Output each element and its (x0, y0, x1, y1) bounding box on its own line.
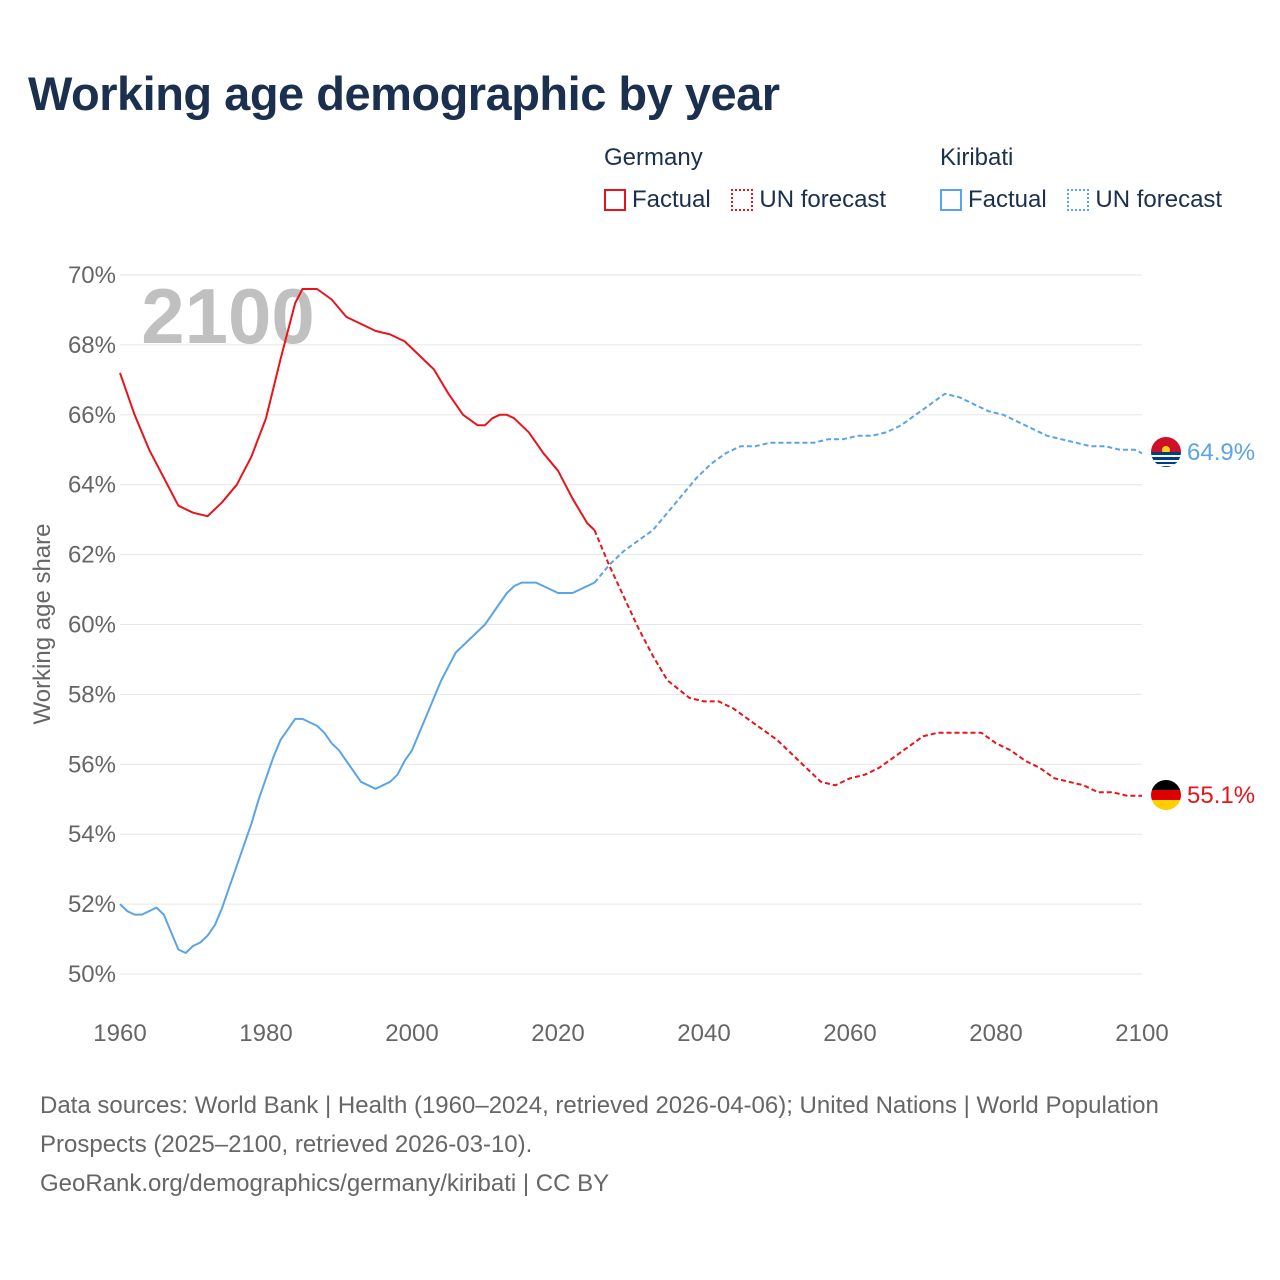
x-tick-label: 2000 (385, 1020, 438, 1047)
kiribati-forecast-line[interactable] (593, 392, 1143, 584)
legend-kiribati-factual-label: Factual (968, 186, 1047, 213)
legend-kiribati-forecast-label: UN forecast (1095, 186, 1223, 213)
chart-title: Working age demographic by year (28, 67, 780, 120)
legend-kiribati: Kiribati Factual UN forecast (940, 144, 1236, 218)
germany-forecast-swatch (731, 189, 754, 211)
y-tick-label: 62% (68, 542, 116, 569)
germany-end-label: 55.1% (1187, 782, 1255, 809)
kiribati-flag-icon (1151, 437, 1181, 467)
legend-germany-name: Germany (604, 144, 703, 171)
y-tick-label: 56% (68, 751, 116, 778)
legend-germany-forecast-label: UN forecast (759, 186, 887, 213)
legend-kiribati-name: Kiribati (940, 144, 1014, 171)
series-lines (119, 288, 1143, 954)
y-tick-label: 58% (68, 681, 116, 708)
data-sources: Data sources: World Bank | Health (1960–… (40, 1092, 1159, 1158)
kiribati-factual-line[interactable] (119, 581, 595, 954)
y-tick-label: 68% (68, 332, 116, 359)
y-tick-label: 50% (68, 961, 116, 988)
x-tick-label: 2080 (969, 1020, 1022, 1047)
grid-lines (120, 274, 1142, 975)
legend-kiribati-factual[interactable]: Factual (940, 186, 1047, 214)
x-axis-ticks: 1960 1980 2000 2020 2040 2060 2080 2100 (93, 1020, 1168, 1047)
x-tick-label: 1980 (239, 1020, 292, 1047)
legend-germany: Germany Factual UN forecast (604, 144, 900, 218)
y-tick-label: 70% (68, 262, 116, 289)
line-chart: 50%52%54%56%58%60%62%64%66%68%70% 1960 19… (29, 262, 1255, 1047)
y-tick-label: 60% (68, 612, 116, 639)
germany-factual-swatch (604, 189, 626, 211)
germany-forecast-line[interactable] (593, 529, 1143, 797)
x-tick-label: 2040 (677, 1020, 730, 1047)
x-tick-label: 2020 (531, 1020, 584, 1047)
legend-germany-factual-label: Factual (632, 186, 711, 213)
kiribati-end-label: 64.9% (1187, 439, 1255, 466)
y-axis-ticks: 50% 52% 54% 56% 58% 60% 62% 64% 66% 68% 70% (68, 262, 116, 988)
germany-flag-icon (1151, 780, 1181, 810)
footer: Data sources: World Bank | Health (1960–… (40, 1086, 1220, 1203)
y-tick-label: 64% (68, 472, 116, 499)
legend-kiribati-forecast[interactable]: UN forecast (1067, 186, 1222, 214)
germany-factual-line[interactable] (119, 288, 596, 531)
legend-germany-forecast[interactable]: UN forecast (731, 186, 886, 214)
legend-germany-factual[interactable]: Factual (604, 186, 711, 214)
year-watermark: 2100 (141, 272, 315, 360)
kiribati-factual-swatch (940, 189, 962, 211)
y-tick-label: 66% (68, 402, 116, 429)
credit-link[interactable]: GeoRank.org/demographics/germany/kiribat… (40, 1170, 610, 1197)
y-tick-label: 52% (68, 891, 116, 918)
x-tick-label: 1960 (93, 1020, 146, 1047)
x-tick-label: 2100 (1115, 1020, 1168, 1047)
y-axis-label: Working age share (29, 524, 56, 725)
y-tick-label: 54% (68, 821, 116, 848)
kiribati-forecast-swatch (1067, 189, 1090, 211)
x-tick-label: 2060 (823, 1020, 876, 1047)
